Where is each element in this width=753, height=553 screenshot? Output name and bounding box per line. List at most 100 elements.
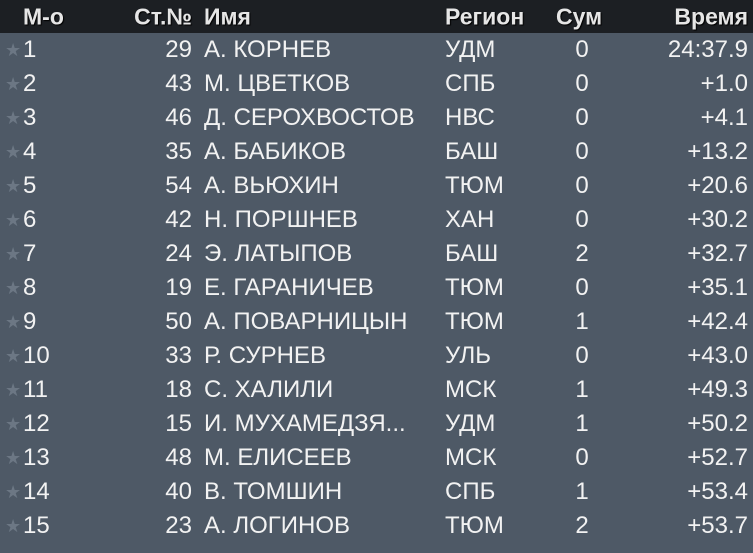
- cell-position: 14: [23, 478, 50, 505]
- cell-region: НВС: [445, 104, 495, 131]
- cell-sum: 2: [575, 512, 589, 539]
- results-table: ★ 1 29 А. КОРНЕВ УДМ 0 24:37.9 ★ 2 43 М. ЦВЕТКОВ СП…: [0, 33, 753, 543]
- cell-position: 3: [23, 104, 37, 131]
- cell-region: СПБ: [445, 478, 496, 505]
- star-icon[interactable]: ★: [5, 346, 22, 366]
- table-row: ★ 7 24 Э. ЛАТЫПОВ БАШ 2 +32.7: [0, 237, 753, 271]
- star-icon[interactable]: ★: [5, 278, 22, 298]
- table-row: ★ 15 23 А. ЛОГИНОВ ТЮМ 2 +53.7: [0, 509, 753, 543]
- cell-region: ХАН: [445, 206, 495, 233]
- star-icon[interactable]: ★: [5, 210, 22, 230]
- header-sum: Сум: [556, 3, 603, 29]
- star-icon[interactable]: ★: [5, 244, 22, 264]
- cell-sum: 0: [575, 274, 589, 301]
- table-row: ★ 10 33 Р. СУРНЕВ УЛЬ 0 +43.0: [0, 339, 753, 373]
- cell-sum: 1: [575, 410, 589, 437]
- cell-time: +50.2: [687, 410, 748, 437]
- cell-name: А. БАБИКОВ: [204, 138, 346, 165]
- cell-bib: 46: [165, 104, 192, 131]
- cell-position: 11: [23, 376, 48, 403]
- cell-region: УДМ: [445, 410, 496, 437]
- cell-position: 12: [23, 410, 50, 437]
- cell-time: +53.7: [687, 512, 748, 539]
- star-icon[interactable]: ★: [5, 448, 22, 468]
- cell-time: +13.2: [687, 138, 748, 165]
- star-icon[interactable]: ★: [5, 40, 22, 60]
- cell-position: 8: [23, 274, 37, 301]
- header-name: Имя: [204, 3, 251, 29]
- cell-region: ТЮМ: [445, 274, 504, 301]
- cell-time: 24:37.9: [667, 36, 748, 63]
- star-icon[interactable]: ★: [5, 74, 22, 94]
- header-region: Регион: [445, 3, 525, 29]
- cell-bib: 54: [165, 172, 192, 199]
- table-row: ★ 9 50 А. ПОВАРНИЦЫН ТЮМ 1 +42.4: [0, 305, 753, 339]
- cell-name: Н. ПОРШНЕВ: [204, 206, 358, 233]
- cell-bib: 29: [165, 36, 192, 63]
- star-icon[interactable]: ★: [5, 380, 22, 400]
- cell-position: 6: [23, 206, 37, 233]
- cell-region: БАШ: [445, 138, 499, 165]
- table-row: ★ 12 15 И. МУХАМЕДЗЯ... УДМ 1 +50.2: [0, 407, 753, 441]
- cell-region: УДМ: [445, 36, 496, 63]
- star-icon[interactable]: ★: [5, 176, 22, 196]
- cell-time: +53.4: [687, 478, 748, 505]
- cell-region: БАШ: [445, 240, 499, 267]
- cell-sum: 1: [575, 376, 589, 403]
- cell-bib: 19: [165, 274, 192, 301]
- cell-name: Д. СЕРОХВОСТОВ: [204, 104, 415, 131]
- star-icon[interactable]: ★: [5, 312, 22, 332]
- cell-sum: 0: [575, 342, 589, 369]
- table-row: ★ 1 29 А. КОРНЕВ УДМ 0 24:37.9: [0, 33, 753, 67]
- cell-region: МСК: [445, 376, 497, 403]
- table-row: ★ 11 18 С. ХАЛИЛИ МСК 1 +49.3: [0, 373, 753, 407]
- cell-name: А. ВЬЮХИН: [204, 172, 339, 199]
- star-icon[interactable]: ★: [5, 142, 22, 162]
- cell-bib: 24: [165, 240, 192, 267]
- cell-sum: 0: [575, 36, 589, 63]
- cell-bib: 42: [165, 206, 192, 233]
- table-row: ★ 14 40 В. ТОМШИН СПБ 1 +53.4: [0, 475, 753, 509]
- cell-bib: 33: [165, 342, 192, 369]
- cell-name: Е. ГАРАНИЧЕВ: [204, 274, 374, 301]
- cell-name: А. ПОВАРНИЦЫН: [204, 308, 408, 335]
- cell-position: 5: [23, 172, 37, 199]
- cell-bib: 35: [165, 138, 192, 165]
- cell-bib: 40: [165, 478, 192, 505]
- cell-region: УЛЬ: [445, 342, 491, 369]
- cell-time: +49.3: [687, 376, 748, 403]
- cell-name: А. ЛОГИНОВ: [204, 512, 351, 539]
- cell-time: +1.0: [700, 70, 748, 97]
- cell-sum: 0: [575, 172, 589, 199]
- cell-bib: 23: [165, 512, 192, 539]
- star-icon[interactable]: ★: [5, 516, 22, 536]
- cell-region: ТЮМ: [445, 172, 504, 199]
- cell-time: +52.7: [687, 444, 748, 471]
- cell-bib: 48: [165, 444, 192, 471]
- star-icon[interactable]: ★: [5, 482, 22, 502]
- table-row: ★ 8 19 Е. ГАРАНИЧЕВ ТЮМ 0 +35.1: [0, 271, 753, 305]
- cell-time: +42.4: [687, 308, 748, 335]
- cell-position: 4: [23, 138, 37, 165]
- cell-region: МСК: [445, 444, 497, 471]
- cell-time: +20.6: [687, 172, 748, 199]
- cell-sum: 0: [575, 70, 589, 97]
- table-row: ★ 3 46 Д. СЕРОХВОСТОВ НВС 0 +4.1: [0, 101, 753, 135]
- star-icon[interactable]: ★: [5, 414, 22, 434]
- cell-position: 2: [23, 70, 37, 97]
- cell-sum: 0: [575, 104, 589, 131]
- cell-name: М. ЦВЕТКОВ: [204, 70, 351, 97]
- cell-time: +4.1: [700, 104, 748, 131]
- cell-time: +35.1: [687, 274, 748, 301]
- cell-region: СПБ: [445, 70, 496, 97]
- star-icon[interactable]: ★: [5, 108, 22, 128]
- cell-sum: 0: [575, 206, 589, 233]
- cell-position: 15: [23, 512, 50, 539]
- cell-name: В. ТОМШИН: [204, 478, 343, 505]
- cell-time: +32.7: [687, 240, 748, 267]
- header-position: М-о: [23, 3, 64, 29]
- cell-sum: 1: [575, 478, 589, 505]
- cell-position: 9: [23, 308, 37, 335]
- cell-time: +30.2: [687, 206, 748, 233]
- cell-name: С. ХАЛИЛИ: [204, 376, 334, 403]
